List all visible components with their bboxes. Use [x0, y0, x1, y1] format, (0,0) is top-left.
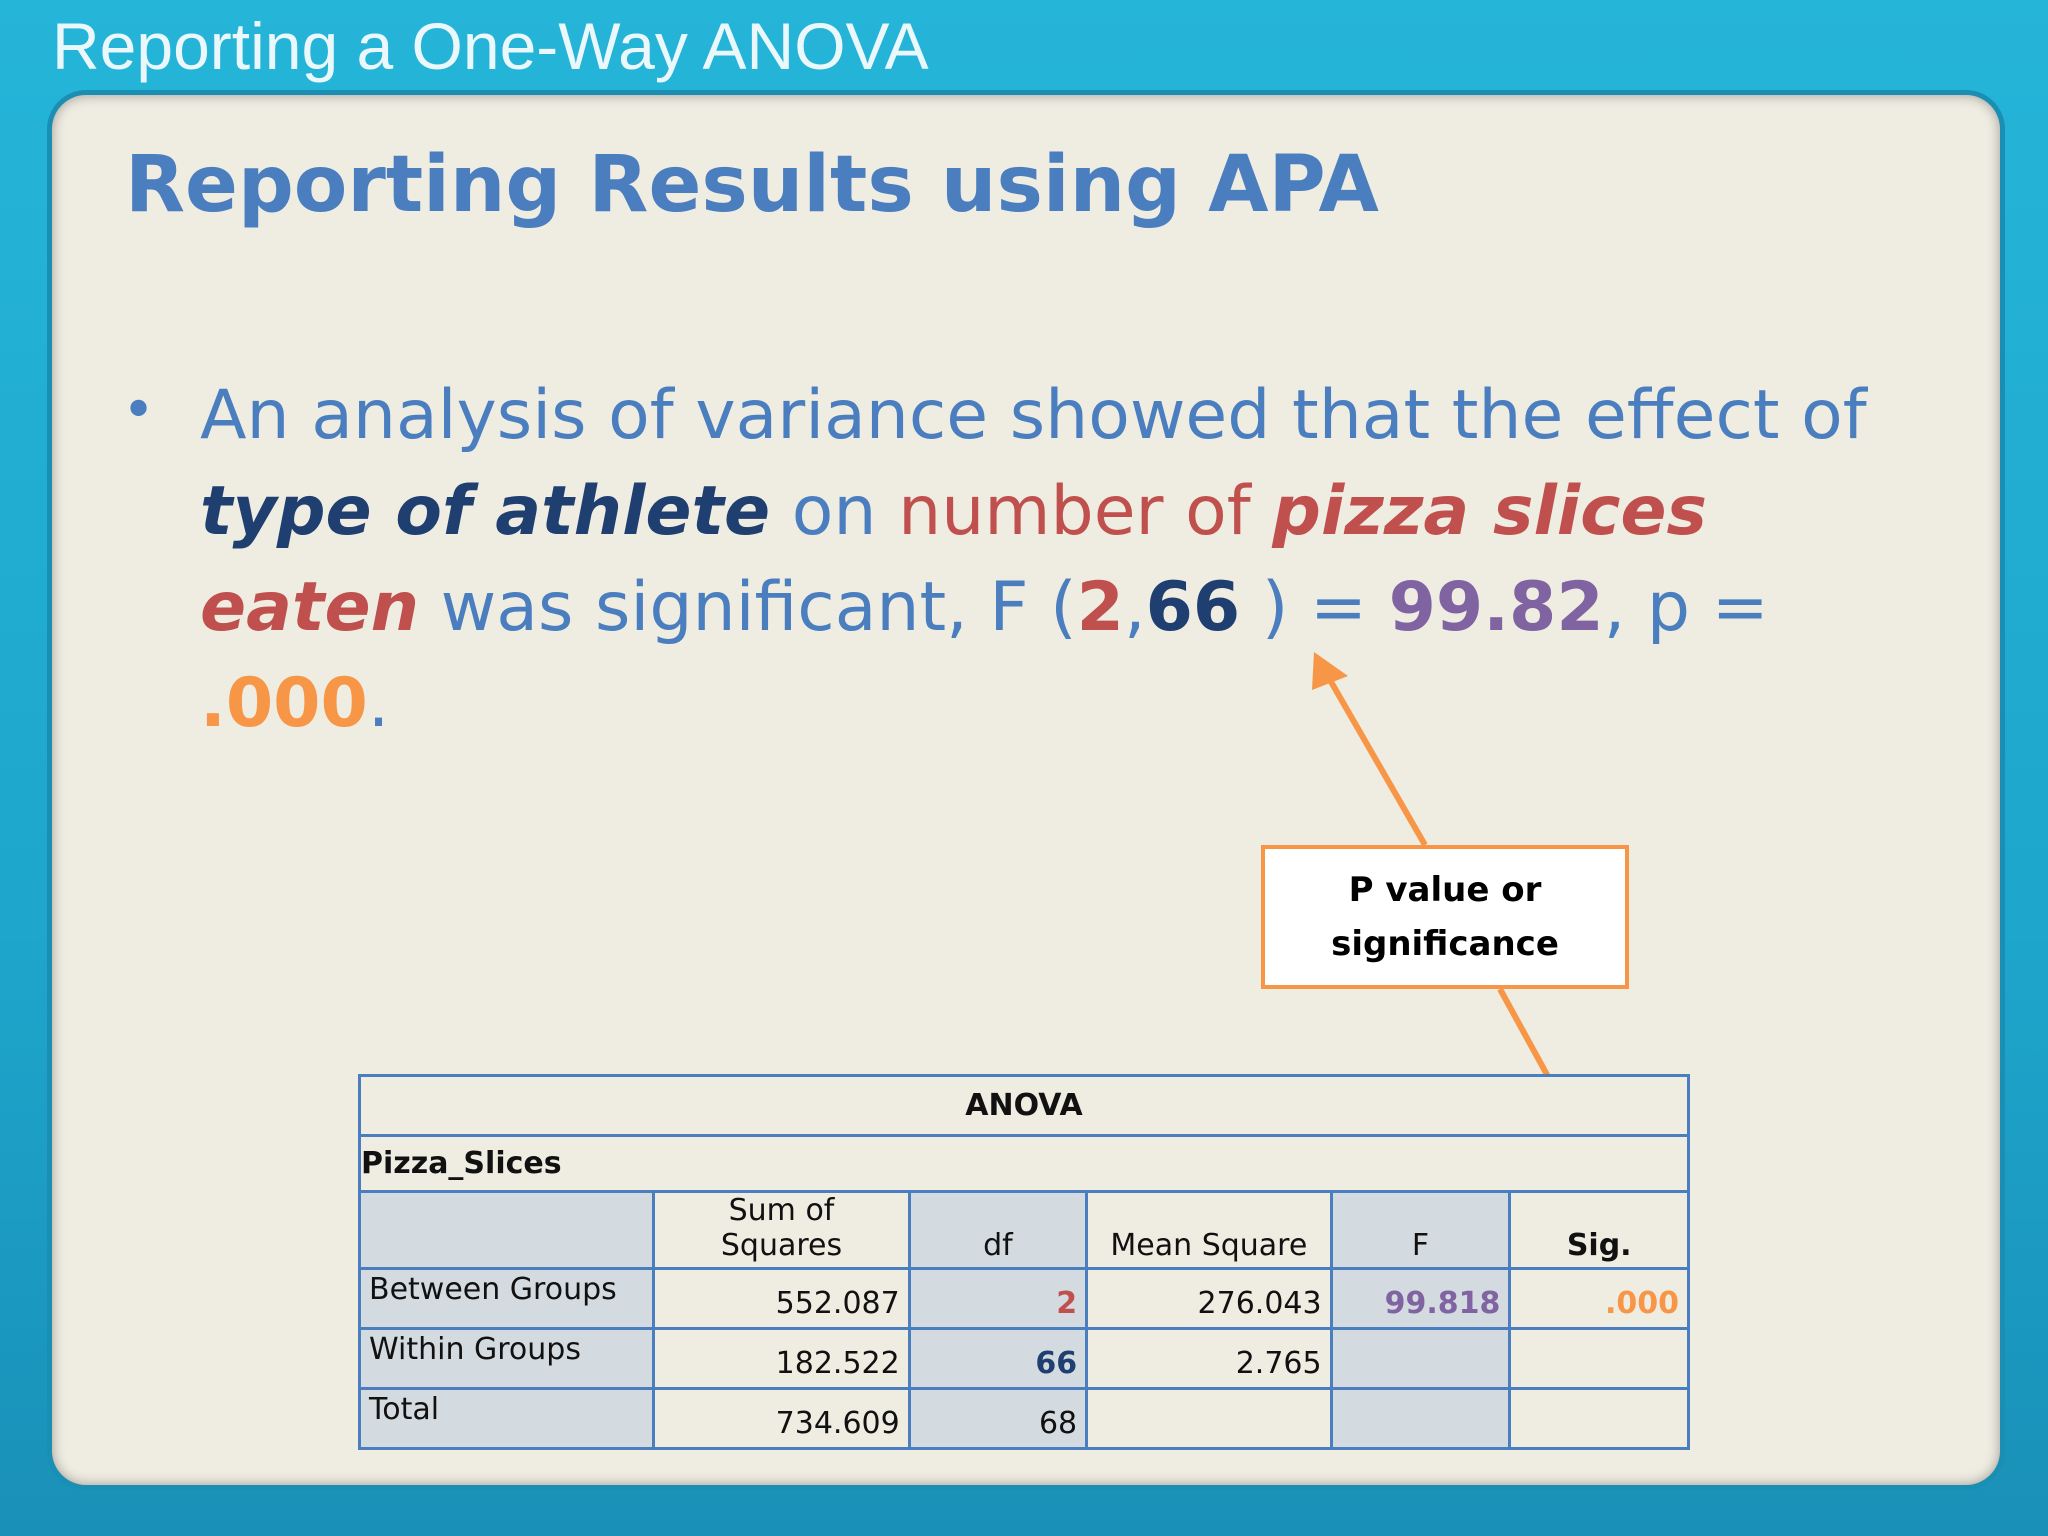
header-cell: Sum of Squares	[652, 1190, 911, 1270]
header-cell	[357, 1190, 656, 1270]
deck-title: Reporting a One-Way ANOVA	[52, 9, 929, 83]
table-title: ANOVA	[358, 1074, 1690, 1137]
cell-sig	[1508, 1387, 1690, 1450]
bullet-icon: •	[122, 378, 156, 443]
df-between: 2	[1076, 568, 1124, 647]
cell-f	[1329, 1327, 1512, 1390]
bullet-part: An analysis of variance showed that the …	[200, 376, 1867, 455]
cell-df: 68	[907, 1387, 1089, 1450]
bullet-part: number of	[898, 472, 1251, 551]
callout-line-1: P value or	[1348, 870, 1542, 910]
cell-ss: 552.087	[652, 1267, 911, 1330]
cell-df: 66	[907, 1327, 1089, 1390]
cell-f	[1329, 1387, 1512, 1450]
table-row: Total 734.609 68	[357, 1387, 1690, 1450]
bullet-part: .	[367, 664, 390, 743]
cell-ms	[1085, 1387, 1333, 1450]
independent-variable: type of athlete	[200, 472, 771, 551]
header-cell: Sig.	[1508, 1190, 1690, 1270]
dependent-variable: pizza slices eaten	[200, 472, 1707, 647]
cell-df: 2	[907, 1267, 1089, 1330]
row-label: Between Groups	[357, 1267, 656, 1330]
f-value: 99.82	[1388, 568, 1604, 647]
anova-table: ANOVA Pizza_Slices Sum of Squares df Mea…	[357, 1074, 1690, 1450]
p-value-callout: P value or significance	[1261, 845, 1629, 989]
table-title-row: ANOVA	[358, 1074, 1690, 1137]
cell-f: 99.818	[1329, 1267, 1512, 1330]
header-cell: F	[1329, 1190, 1512, 1270]
bullet-part: , p =	[1603, 568, 1769, 647]
bullet-part: was significant, F (	[440, 568, 1077, 647]
df-within: 66	[1145, 568, 1241, 647]
header-cell: Mean Square	[1085, 1190, 1333, 1270]
cell-sig	[1508, 1327, 1690, 1390]
bullet-part: on	[791, 472, 877, 551]
bullet-text: An analysis of variance showed that the …	[200, 368, 1900, 752]
slide-title: Reporting Results using APA	[125, 140, 1379, 230]
table-row: Within Groups 182.522 66 2.765	[357, 1327, 1690, 1390]
callout-line-2: significance	[1331, 924, 1559, 964]
row-label: Within Groups	[357, 1327, 656, 1390]
cell-ms: 276.043	[1085, 1267, 1333, 1330]
p-value: .000	[200, 664, 368, 743]
table-dv-row: Pizza_Slices	[358, 1134, 1690, 1193]
row-label: Total	[357, 1387, 656, 1450]
header-cell: df	[907, 1190, 1089, 1270]
cell-sig: .000	[1508, 1267, 1690, 1330]
cell-ms: 2.765	[1085, 1327, 1333, 1390]
bullet-part: ,	[1123, 568, 1146, 647]
dependent-variable-label: Pizza_Slices	[358, 1134, 1690, 1193]
bullet-part: ) =	[1261, 568, 1367, 647]
cell-ss: 182.522	[652, 1327, 911, 1390]
cell-ss: 734.609	[652, 1387, 911, 1450]
table-header-row: Sum of Squares df Mean Square F Sig.	[357, 1190, 1690, 1270]
table-row: Between Groups 552.087 2 276.043 99.818 …	[357, 1267, 1690, 1330]
